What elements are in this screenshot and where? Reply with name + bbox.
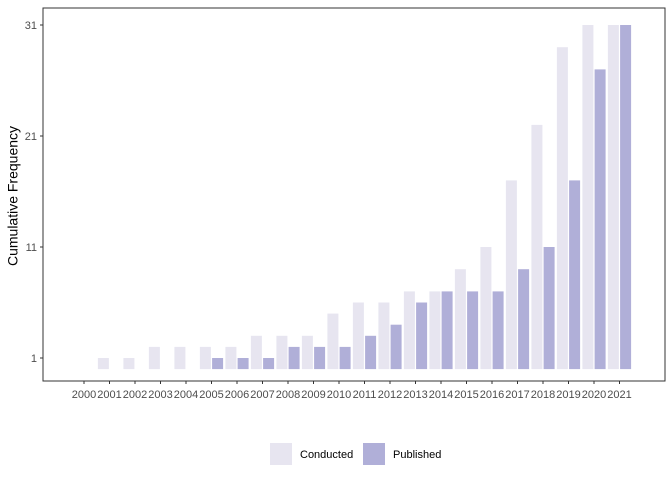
bar-conducted-2009 (301, 335, 313, 370)
x-tick-label-2012: 2012 (378, 389, 402, 401)
bar-published-2008 (288, 346, 300, 370)
bar-published-2020 (594, 69, 606, 370)
bar-published-2017 (518, 269, 530, 370)
bar-conducted-2021 (607, 25, 619, 370)
x-tick-label-2015: 2015 (454, 389, 478, 401)
bar-conducted-2019 (556, 47, 568, 370)
x-tick-label-2011: 2011 (353, 389, 377, 401)
bar-conducted-2014 (429, 291, 441, 370)
x-tick-label-2001: 2001 (97, 389, 121, 401)
x-tick-label-2009: 2009 (301, 389, 325, 401)
y-tick-label-11: 11 (26, 242, 37, 254)
bar-conducted-2006 (225, 346, 237, 370)
bar-conducted-2012 (378, 302, 390, 370)
y-axis-title: Cumulative Frequency (5, 126, 21, 266)
x-tick-label-2019: 2019 (556, 389, 580, 401)
bar-conducted-2010 (327, 313, 339, 370)
x-tick-label-2010: 2010 (327, 389, 351, 401)
y-tick-label-1: 1 (31, 353, 37, 365)
x-tick-label-2003: 2003 (148, 389, 172, 401)
bar-conducted-2007 (250, 335, 262, 370)
bar-conducted-2002 (123, 358, 135, 370)
x-tick-label-2013: 2013 (403, 389, 427, 401)
bar-conducted-2018 (531, 124, 543, 370)
bar-published-2015 (467, 291, 479, 370)
legend-swatch-conducted (270, 443, 292, 465)
bar-published-2011 (365, 335, 377, 370)
bar-conducted-2004 (174, 346, 186, 370)
legend-label-conducted: Conducted (300, 449, 353, 461)
bar-published-2019 (569, 180, 581, 370)
bar-conducted-2001 (97, 358, 109, 370)
bar-published-2018 (543, 247, 555, 370)
bar-conducted-2008 (276, 335, 288, 370)
x-tick-label-2008: 2008 (276, 389, 300, 401)
bar-published-2012 (390, 324, 402, 370)
bar-published-2009 (314, 346, 326, 370)
bars-layer (97, 25, 632, 370)
bar-conducted-2005 (199, 346, 211, 370)
bar-conducted-2020 (582, 25, 594, 370)
bar-published-2016 (492, 291, 504, 370)
x-tick-label-2005: 2005 (199, 389, 223, 401)
x-tick-label-2016: 2016 (480, 389, 504, 401)
x-tick-label-2017: 2017 (505, 389, 529, 401)
x-tick-label-2006: 2006 (225, 389, 249, 401)
bar-conducted-2015 (454, 269, 466, 370)
bar-conducted-2016 (480, 247, 492, 370)
bar-published-2021 (620, 25, 632, 370)
bar-published-2013 (416, 302, 428, 370)
legend: Conducted Published (270, 443, 441, 465)
x-tick-label-2000: 2000 (72, 389, 96, 401)
x-tick-label-2018: 2018 (531, 389, 555, 401)
x-tick-label-2021: 2021 (607, 389, 631, 401)
bar-conducted-2013 (403, 291, 415, 370)
x-tick-label-2020: 2020 (582, 389, 606, 401)
x-tick-label-2007: 2007 (250, 389, 274, 401)
bar-published-2006 (237, 358, 249, 370)
bar-published-2005 (212, 358, 224, 370)
y-tick-label-31: 31 (25, 20, 37, 32)
legend-label-published: Published (393, 449, 441, 461)
bar-published-2007 (263, 358, 275, 370)
bar-published-2014 (441, 291, 453, 370)
plot-panel-border (42, 7, 666, 382)
bar-conducted-2011 (352, 302, 364, 370)
x-tick-label-2014: 2014 (429, 389, 453, 401)
x-tick-label-2002: 2002 (123, 389, 147, 401)
bar-published-2010 (339, 346, 351, 370)
legend-swatch-published (363, 443, 385, 465)
bar-conducted-2003 (148, 346, 160, 370)
x-axis: 2000 2001 2002 2003 2004 2005 2006 2007 2008 2009… (72, 381, 632, 401)
y-tick-label-21: 21 (25, 131, 37, 143)
bar-conducted-2017 (505, 180, 517, 370)
x-tick-label-2004: 2004 (174, 389, 198, 401)
